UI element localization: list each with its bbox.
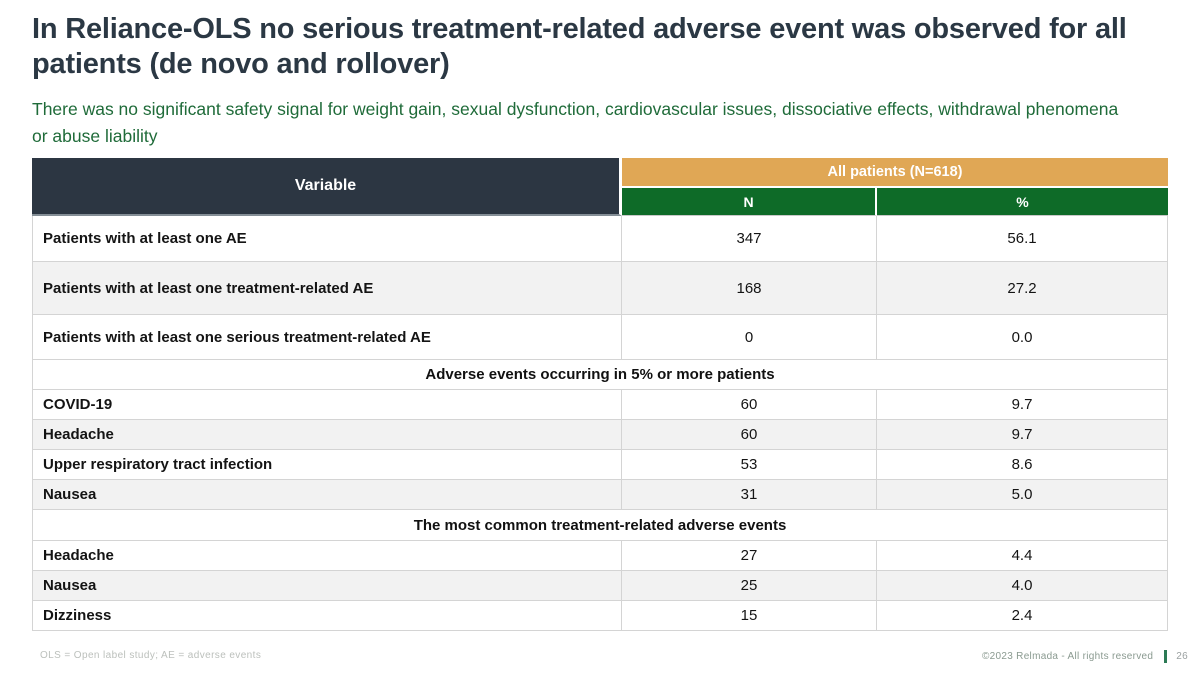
row-label: Nausea (32, 480, 622, 510)
table-row: Patients with at least one serious treat… (32, 315, 1168, 360)
cell-pct: 5.0 (877, 480, 1168, 510)
footer-divider (1164, 650, 1168, 663)
row-label: Upper respiratory tract infection (32, 450, 622, 480)
column-header-variable: Variable (32, 158, 622, 216)
row-label: Patients with at least one serious treat… (32, 315, 622, 360)
cell-pct: 2.4 (877, 601, 1168, 631)
column-header-all-patients: All patients (N=618) (622, 158, 1168, 188)
cell-pct: 9.7 (877, 420, 1168, 450)
cell-pct: 4.0 (877, 571, 1168, 601)
cell-n: 347 (622, 216, 877, 262)
cell-n: 53 (622, 450, 877, 480)
section-header-row: The most common treatment-related advers… (32, 510, 1168, 541)
section-header-row: Adverse events occurring in 5% or more p… (32, 360, 1168, 390)
table-row: Nausea 31 5.0 (32, 480, 1168, 510)
footer-right: ©2023 Relmada - All rights reserved 26 (982, 650, 1188, 663)
row-label: Dizziness (32, 601, 622, 631)
table-header-row-group: Variable All patients (N=618) (32, 158, 1168, 216)
table-row: Headache 27 4.4 (32, 541, 1168, 571)
row-label: Patients with at least one AE (32, 216, 622, 262)
section-header-label: Adverse events occurring in 5% or more p… (32, 360, 1168, 390)
cell-n: 0 (622, 315, 877, 360)
table-header-row-sub: N % (32, 188, 1168, 216)
table-row: Patients with at least one treatment-rel… (32, 262, 1168, 315)
cell-pct: 8.6 (877, 450, 1168, 480)
cell-n: 60 (622, 420, 877, 450)
cell-n: 27 (622, 541, 877, 571)
table-row: Nausea 25 4.0 (32, 571, 1168, 601)
cell-pct: 4.4 (877, 541, 1168, 571)
table-row: Dizziness 15 2.4 (32, 601, 1168, 631)
row-label: COVID-19 (32, 390, 622, 420)
row-label: Patients with at least one treatment-rel… (32, 262, 622, 315)
table-row: Upper respiratory tract infection 53 8.6 (32, 450, 1168, 480)
table-row: COVID-19 60 9.7 (32, 390, 1168, 420)
footer-abbreviations: OLS = Open label study; AE = adverse eve… (40, 650, 262, 661)
column-header-n: N (622, 188, 877, 216)
column-header-percent: % (877, 188, 1168, 216)
cell-pct: 27.2 (877, 262, 1168, 315)
cell-pct: 0.0 (877, 315, 1168, 360)
page-title: In Reliance-OLS no serious treatment-rel… (32, 13, 1127, 80)
slide-subtitle: There was no significant safety signal f… (32, 99, 1119, 146)
row-label: Headache (32, 541, 622, 571)
cell-n: 60 (622, 390, 877, 420)
adverse-events-table: Variable All patients (N=618) N % Patien… (32, 158, 1168, 631)
row-label: Nausea (32, 571, 622, 601)
cell-pct: 56.1 (877, 216, 1168, 262)
page-number: 26 (1176, 651, 1188, 662)
table-row: Patients with at least one AE 347 56.1 (32, 216, 1168, 262)
footer-copyright: ©2023 Relmada - All rights reserved (981, 651, 1154, 662)
table-row: Headache 60 9.7 (32, 420, 1168, 450)
row-label: Headache (32, 420, 622, 450)
cell-n: 31 (622, 480, 877, 510)
cell-n: 25 (622, 571, 877, 601)
section-header-label: The most common treatment-related advers… (32, 510, 1168, 541)
cell-n: 15 (622, 601, 877, 631)
cell-pct: 9.7 (877, 390, 1168, 420)
cell-n: 168 (622, 262, 877, 315)
